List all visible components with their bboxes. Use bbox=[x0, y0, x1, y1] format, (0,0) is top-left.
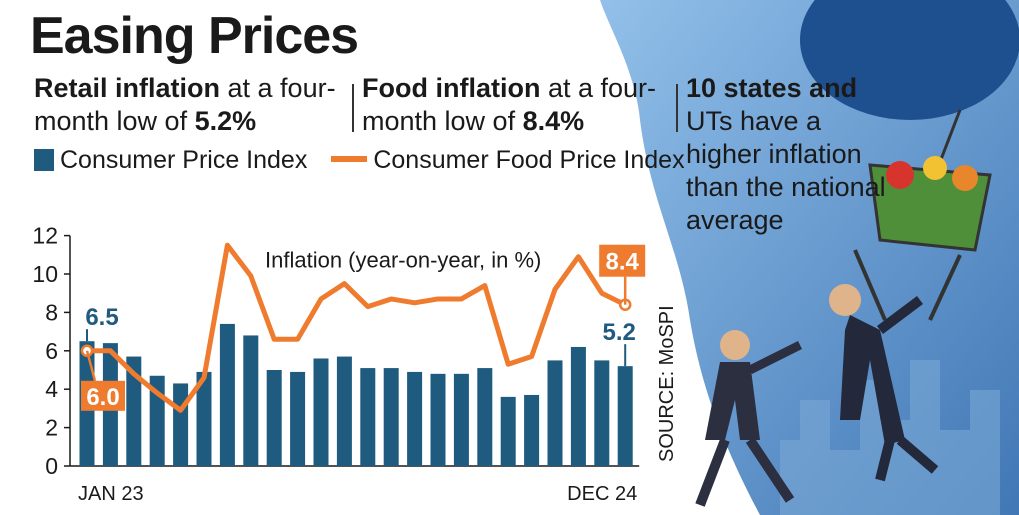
bar bbox=[290, 371, 306, 466]
subhead-states-bold: 10 states and bbox=[686, 73, 858, 103]
annotation-food-end: 8.4 bbox=[606, 249, 640, 276]
line-series-food bbox=[84, 242, 628, 413]
legend-label-cpi: Consumer Price Index bbox=[60, 146, 308, 174]
subhead-states-text: UTs have a higher inflation than the nat… bbox=[686, 106, 886, 235]
annotation-cpi-start: 6.5 bbox=[85, 304, 118, 331]
bar bbox=[196, 371, 212, 466]
bar bbox=[524, 394, 540, 466]
y-tick-label: 10 bbox=[32, 261, 58, 287]
subhead-retail: Retail inflation at a four-month low of … bbox=[34, 72, 354, 138]
y-tick-label: 12 bbox=[32, 223, 58, 249]
legend-bar-swatch bbox=[34, 149, 54, 171]
legend-line-swatch bbox=[331, 156, 368, 162]
y-tick-label: 4 bbox=[45, 376, 58, 402]
bar bbox=[617, 366, 633, 466]
annotation-leader bbox=[85, 350, 97, 382]
divider bbox=[676, 84, 678, 132]
bar bbox=[500, 396, 516, 466]
bar bbox=[126, 356, 142, 466]
y-tick-label: 8 bbox=[45, 299, 58, 325]
chart-subtitle: Inflation (year-on-year, in %) bbox=[265, 248, 541, 273]
bar bbox=[570, 346, 586, 466]
subhead-states: 10 states and UTs have a higher inflation… bbox=[686, 72, 896, 237]
annotation-box bbox=[81, 380, 125, 411]
bar bbox=[407, 371, 423, 466]
legend-label-cfpi: Consumer Food Price Index bbox=[373, 146, 685, 174]
bar bbox=[313, 358, 329, 466]
bar bbox=[594, 360, 610, 466]
page-title: Easing Prices bbox=[30, 7, 359, 65]
bar bbox=[547, 360, 563, 466]
bar bbox=[266, 370, 282, 466]
bar bbox=[430, 373, 446, 466]
annotation-cpi-end: 5.2 bbox=[603, 319, 636, 346]
subhead-retail-bold: Retail inflation bbox=[34, 73, 221, 103]
subhead-food-value: 8.4% bbox=[522, 106, 585, 136]
shopping-cart-icon bbox=[853, 156, 992, 321]
bar bbox=[360, 368, 376, 466]
subhead-food-text: at a four-month low of bbox=[362, 73, 657, 136]
bar bbox=[219, 323, 235, 466]
subhead-food-bold: Food inflation bbox=[362, 73, 541, 103]
annotation-box bbox=[599, 244, 646, 277]
y-tick-label: 2 bbox=[45, 415, 58, 441]
divider bbox=[352, 84, 354, 132]
bar bbox=[336, 356, 352, 466]
businessman-hanging-icon bbox=[829, 284, 939, 482]
subhead-retail-value: 5.2% bbox=[194, 106, 257, 136]
y-tick-label: 0 bbox=[45, 453, 58, 479]
x-tick-label: JAN 23 bbox=[78, 483, 144, 505]
bar bbox=[453, 373, 469, 466]
bar bbox=[243, 335, 259, 466]
y-tick-label: 6 bbox=[45, 338, 58, 364]
subhead-retail-text: at a four-month low of bbox=[34, 73, 336, 136]
subhead-food: Food inflation at a four-month low of 8.… bbox=[362, 72, 682, 138]
businessman-running-icon bbox=[695, 330, 803, 507]
x-tick-label: DEC 24 bbox=[567, 483, 637, 505]
bar bbox=[383, 368, 399, 466]
annotation-food-start: 6.0 bbox=[86, 384, 119, 411]
source-note: SOURCE: MoSPI bbox=[656, 305, 678, 462]
balloon-icon bbox=[800, 0, 1019, 120]
chart-legend: Consumer Price Index Consumer Food Price … bbox=[34, 146, 685, 175]
bar bbox=[173, 383, 189, 466]
bar bbox=[477, 368, 493, 466]
